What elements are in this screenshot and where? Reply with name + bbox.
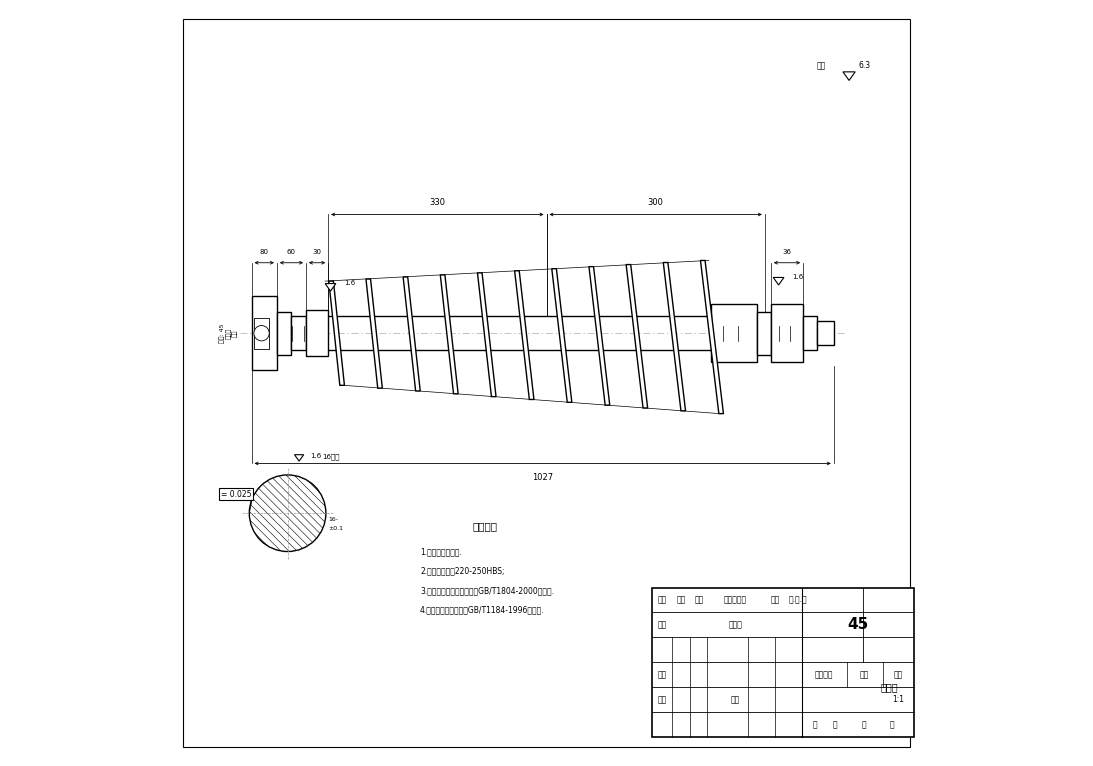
Bar bbox=[816, 321, 834, 345]
Polygon shape bbox=[773, 277, 784, 285]
Bar bbox=[291, 316, 306, 350]
Text: 标记: 标记 bbox=[657, 595, 667, 604]
Bar bbox=[306, 310, 328, 356]
Text: 其余: 其余 bbox=[816, 61, 826, 70]
Polygon shape bbox=[403, 277, 420, 391]
Polygon shape bbox=[440, 275, 458, 394]
Text: 工艺: 工艺 bbox=[657, 695, 667, 704]
Polygon shape bbox=[663, 263, 685, 411]
Text: 审核: 审核 bbox=[657, 670, 667, 679]
Text: 16处圆: 16处圆 bbox=[322, 453, 340, 460]
Text: 1027: 1027 bbox=[532, 473, 553, 482]
Text: ±0.1: ±0.1 bbox=[328, 526, 343, 531]
Bar bbox=[757, 312, 771, 355]
Text: 45: 45 bbox=[847, 617, 869, 633]
Bar bbox=[254, 318, 269, 349]
Text: 1.6: 1.6 bbox=[344, 280, 355, 286]
Circle shape bbox=[254, 326, 269, 341]
Polygon shape bbox=[294, 455, 304, 461]
Text: 16-: 16- bbox=[328, 517, 338, 522]
Bar bbox=[771, 304, 803, 362]
Text: 批准: 批准 bbox=[730, 695, 740, 704]
Bar bbox=[653, 588, 914, 737]
Text: 年.月.日: 年.月.日 bbox=[788, 595, 807, 604]
Text: 设计: 设计 bbox=[657, 620, 667, 630]
Text: 分区: 分区 bbox=[695, 595, 704, 604]
Text: 签名: 签名 bbox=[771, 595, 780, 604]
Polygon shape bbox=[626, 264, 648, 408]
Text: 张: 张 bbox=[890, 720, 894, 729]
Text: = 0.025: = 0.025 bbox=[221, 489, 251, 499]
Bar bbox=[251, 296, 277, 370]
Text: 处数: 处数 bbox=[677, 595, 686, 604]
Text: 30: 30 bbox=[313, 249, 321, 255]
Text: 1.6: 1.6 bbox=[310, 453, 321, 459]
Polygon shape bbox=[515, 271, 534, 400]
Bar bbox=[277, 312, 291, 355]
Polygon shape bbox=[366, 279, 383, 388]
Text: 330: 330 bbox=[430, 198, 445, 207]
Text: 2.热处理：调质220-250HBS;: 2.热处理：调质220-250HBS; bbox=[420, 567, 505, 576]
Text: 60: 60 bbox=[287, 249, 296, 255]
Text: 4.未注形位公差应符合GB/T1184-1996的要求.: 4.未注形位公差应符合GB/T1184-1996的要求. bbox=[420, 605, 544, 614]
Text: 1.全部毛刺，倒角.: 1.全部毛刺，倒角. bbox=[420, 548, 462, 557]
Text: 1:1: 1:1 bbox=[892, 695, 904, 704]
Polygon shape bbox=[329, 281, 344, 385]
Polygon shape bbox=[701, 260, 724, 414]
Polygon shape bbox=[843, 72, 855, 80]
Text: 第: 第 bbox=[861, 720, 866, 729]
Text: 1.6: 1.6 bbox=[792, 273, 803, 280]
Bar bbox=[712, 304, 757, 362]
Text: 36: 36 bbox=[783, 249, 791, 255]
Text: 6.3: 6.3 bbox=[858, 61, 870, 70]
Text: 共: 共 bbox=[813, 720, 818, 729]
Text: 张: 张 bbox=[833, 720, 837, 729]
Bar bbox=[803, 316, 816, 350]
Text: 重量: 重量 bbox=[860, 670, 869, 679]
Text: 3.未注圆跑尺寸公差应符合GB/T1804-2000的要求.: 3.未注圆跑尺寸公差应符合GB/T1804-2000的要求. bbox=[420, 586, 554, 595]
Polygon shape bbox=[325, 283, 336, 291]
Text: 比例: 比例 bbox=[894, 670, 903, 679]
Polygon shape bbox=[552, 269, 572, 402]
Text: 更改文件号: 更改文件号 bbox=[724, 595, 747, 604]
Polygon shape bbox=[589, 267, 610, 405]
Circle shape bbox=[249, 475, 326, 552]
Text: 80: 80 bbox=[260, 249, 269, 255]
Text: 300: 300 bbox=[648, 198, 663, 207]
Text: 螺旋轴: 螺旋轴 bbox=[880, 682, 897, 692]
Text: 阶段标记: 阶段标记 bbox=[814, 670, 833, 679]
Text: 技术要求: 技术要求 bbox=[472, 521, 497, 531]
Polygon shape bbox=[478, 273, 496, 397]
Text: 标准化: 标准化 bbox=[728, 620, 742, 630]
Text: 材料: 45
热处理
调质: 材料: 45 热处理 调质 bbox=[220, 323, 238, 343]
